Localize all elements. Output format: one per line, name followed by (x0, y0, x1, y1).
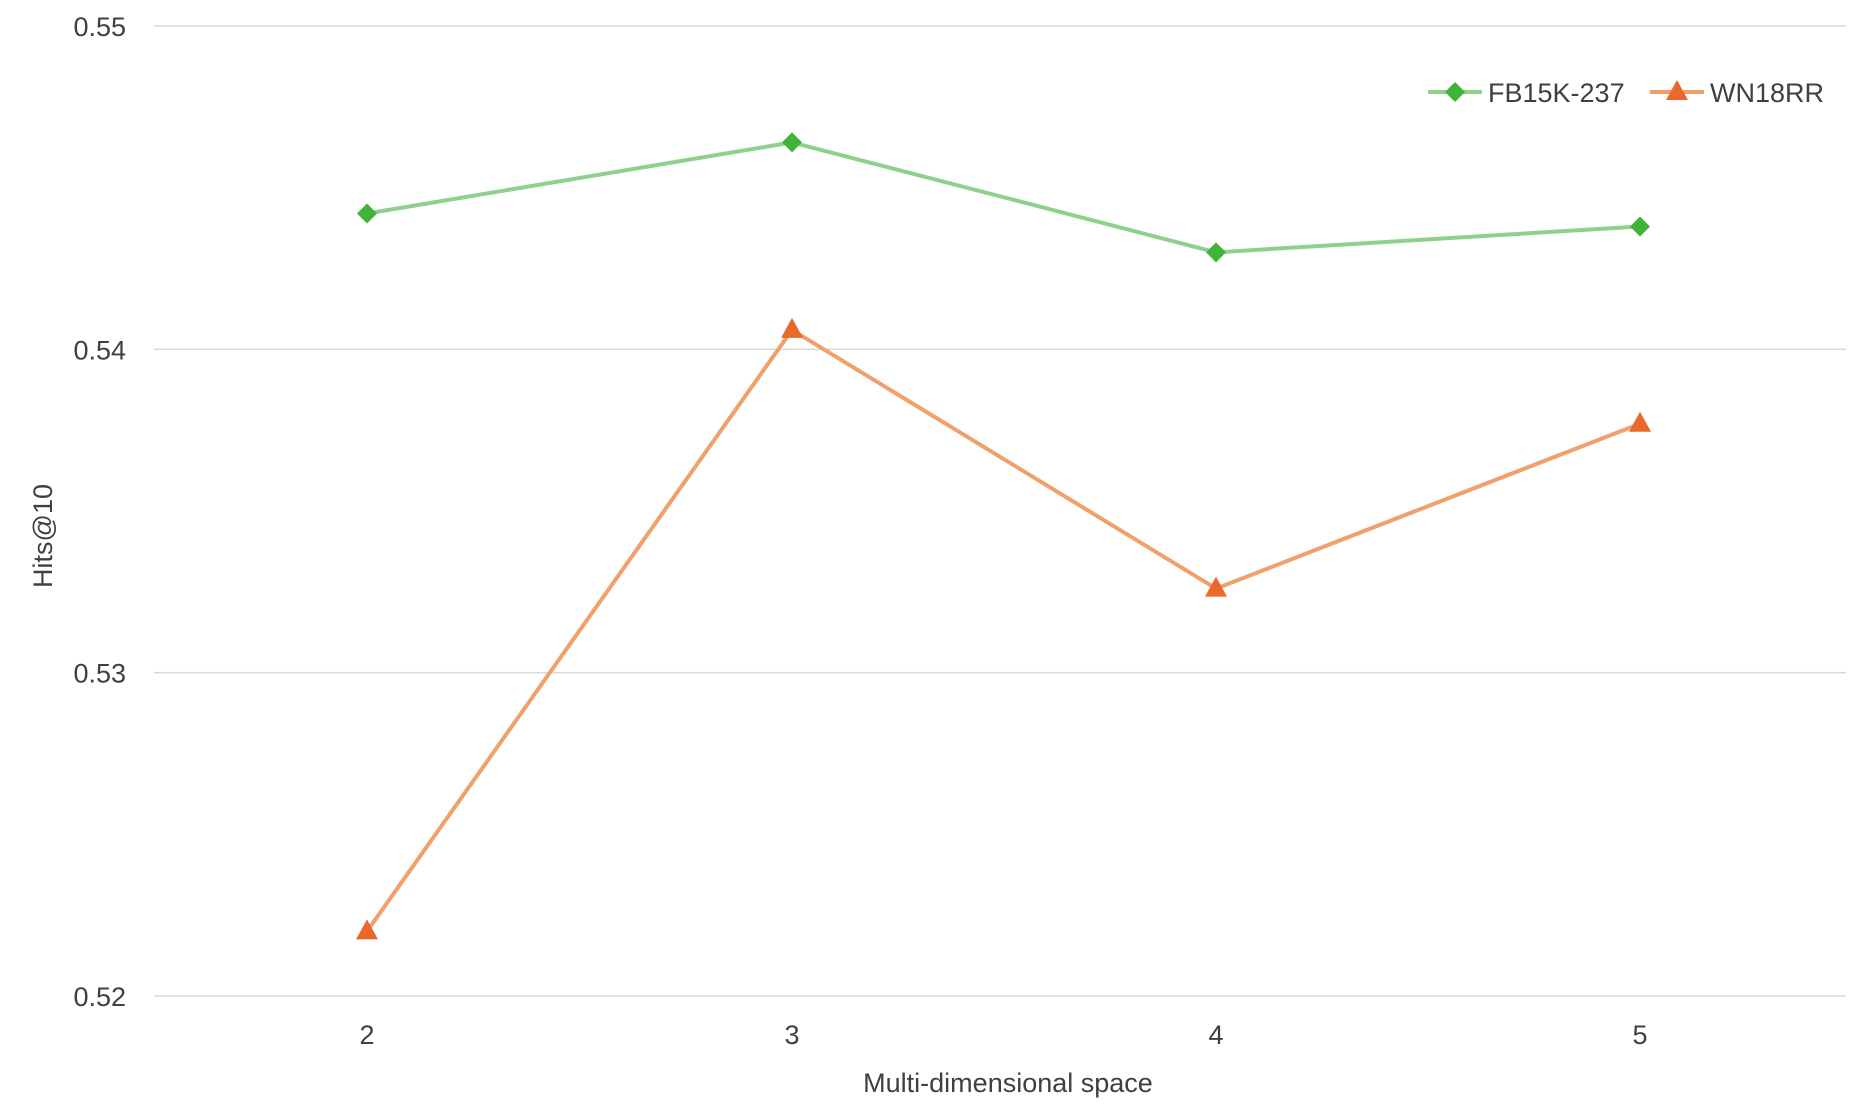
data-point (1205, 576, 1227, 597)
legend-item: FB15K-237 (1428, 78, 1625, 108)
data-point (357, 203, 377, 224)
series-line (366, 140, 1641, 255)
gridlines (154, 25, 1846, 997)
y-axis-title: Hits@10 (28, 484, 58, 588)
data-point (1629, 411, 1651, 432)
legend-swatch-marker (1445, 82, 1465, 102)
y-tick-label: 0.53 (73, 659, 126, 689)
y-tick-label: 0.52 (73, 982, 126, 1012)
legend-label: WN18RR (1710, 78, 1824, 108)
data-point (1206, 242, 1226, 263)
y-tick-label: 0.54 (73, 335, 126, 365)
x-axis-ticks: 2 3 4 5 (359, 1020, 1647, 1050)
series-fb15k-237 (357, 132, 1650, 263)
series-lines (356, 132, 1651, 940)
legend-label: FB15K-237 (1488, 78, 1625, 108)
y-axis-ticks: 0.52 0.53 0.54 0.55 (73, 12, 126, 1012)
legend-swatch-marker (1666, 80, 1688, 100)
data-point (356, 919, 378, 940)
data-point (782, 132, 802, 153)
data-point (781, 317, 803, 338)
series-line (365, 327, 1641, 933)
legend: FB15K-237 WN18RR (1428, 78, 1824, 108)
x-tick-label: 4 (1208, 1020, 1223, 1050)
x-axis-title: Multi-dimensional space (863, 1068, 1153, 1098)
x-tick-label: 3 (784, 1020, 799, 1050)
y-tick-label: 0.55 (73, 12, 126, 42)
x-tick-label: 2 (359, 1020, 374, 1050)
series-wn18rr (356, 317, 1651, 940)
legend-item: WN18RR (1650, 78, 1824, 108)
x-tick-label: 5 (1632, 1020, 1647, 1050)
data-point (1630, 216, 1650, 237)
